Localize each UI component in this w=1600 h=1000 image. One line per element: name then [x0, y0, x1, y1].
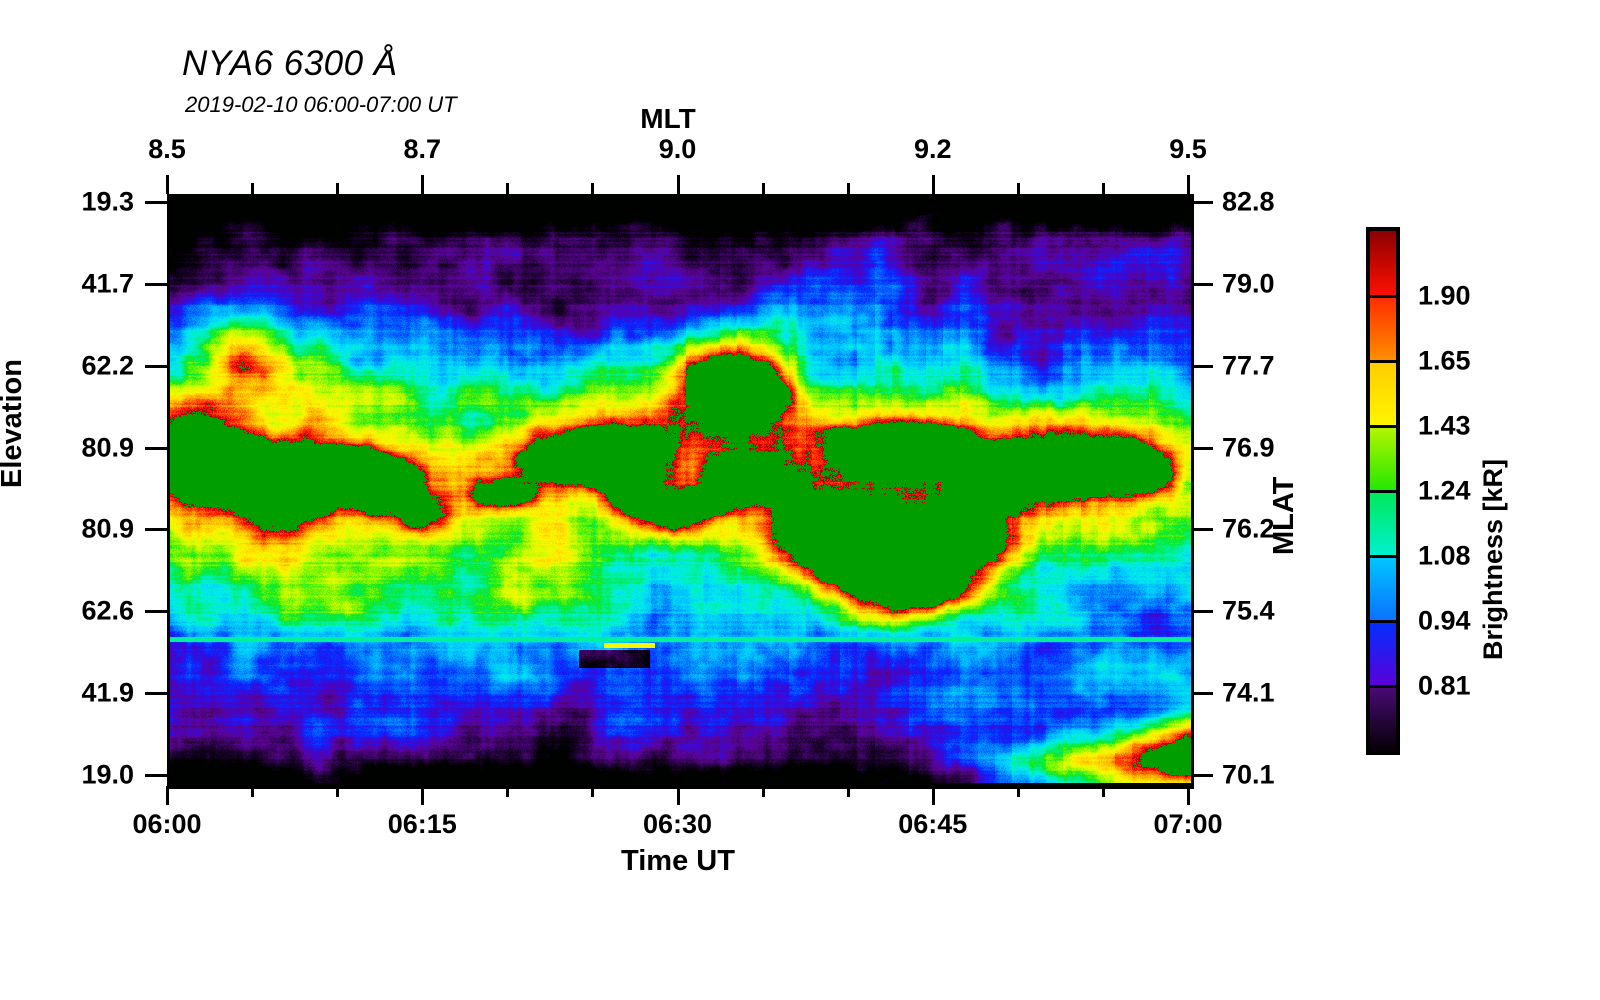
top-minor-tick-0-2 — [336, 183, 340, 194]
top-minor-tick-1-2 — [591, 183, 595, 194]
colorbar-tick-label-6: 0.81 — [1418, 670, 1471, 701]
left-tick-label-4: 80.9 — [81, 513, 134, 544]
top-tick-label-0: 8.5 — [148, 134, 186, 164]
left-tick-label-3: 80.9 — [81, 432, 134, 463]
bottom-minor-tick-3-2 — [1101, 786, 1105, 797]
top-tick-label-1: 8.7 — [403, 134, 442, 164]
top-major-tick-0 — [166, 175, 169, 194]
page-subtitle: 2019-02-10 06:00-07:00 UT — [185, 92, 457, 117]
top-minor-tick-1-1 — [506, 183, 510, 194]
colorbar-band-3 — [1370, 426, 1396, 491]
colorbar-separator-4 — [1370, 490, 1396, 493]
colorbar-band-4 — [1370, 491, 1396, 556]
right-tick-1 — [1191, 282, 1213, 286]
colorbar-separator-1 — [1370, 295, 1396, 298]
left-tick-2 — [145, 364, 167, 368]
bottom-axis-label: Time UT — [621, 845, 735, 877]
left-tick-3 — [145, 446, 167, 450]
colorbar-tick-label-5: 0.94 — [1418, 605, 1471, 636]
left-tick-label-1: 41.7 — [81, 268, 134, 299]
colorbar-separator-6 — [1370, 620, 1396, 623]
colorbar-band-1 — [1370, 296, 1396, 361]
colorbar-separator-2 — [1370, 360, 1396, 363]
left-tick-5 — [145, 610, 167, 614]
bottom-minor-tick-2-2 — [846, 786, 850, 797]
top-tick-label-2: 9.0 — [658, 134, 697, 164]
right-tick-label-7: 70.1 — [1222, 759, 1275, 790]
left-tick-0 — [145, 201, 167, 204]
colorbar-separator-7 — [1370, 685, 1396, 688]
bottom-tick-label-3: 06:45 — [898, 809, 968, 839]
right-tick-4 — [1191, 528, 1213, 532]
right-tick-0 — [1191, 201, 1213, 204]
top-major-tick-3 — [931, 175, 935, 194]
left-tick-label-0: 19.3 — [81, 186, 134, 217]
bottom-minor-tick-1-2 — [591, 786, 595, 797]
bottom-major-tick-1 — [421, 786, 425, 805]
right-tick-6 — [1191, 692, 1213, 696]
left-tick-7 — [145, 774, 167, 777]
right-tick-label-6: 74.1 — [1222, 677, 1275, 708]
colorbar-tick-label-4: 1.08 — [1418, 540, 1471, 571]
colorbar-band-0 — [1370, 231, 1396, 296]
colorbar — [1366, 227, 1400, 755]
bottom-tick-label-1: 06:15 — [387, 809, 457, 839]
left-tick-label-7: 19.0 — [81, 759, 134, 790]
colorbar-tick-label-3: 1.24 — [1418, 475, 1471, 506]
bottom-major-tick-0 — [166, 786, 169, 805]
colorbar-band-5 — [1370, 556, 1396, 621]
colorbar-label: Brightness [kR] — [1478, 458, 1508, 660]
right-tick-7 — [1191, 774, 1213, 777]
colorbar-tick-label-0: 1.90 — [1418, 280, 1471, 311]
top-minor-tick-0-1 — [251, 183, 255, 194]
bottom-minor-tick-2-1 — [761, 786, 765, 797]
top-tick-label-4: 9.5 — [1169, 134, 1207, 164]
top-minor-tick-2-2 — [846, 183, 850, 194]
left-tick-label-6: 41.9 — [81, 677, 134, 708]
colorbar-band-7 — [1370, 686, 1396, 751]
top-major-tick-2 — [676, 175, 680, 194]
top-major-tick-4 — [1187, 175, 1190, 194]
left-tick-1 — [145, 282, 167, 286]
colorbar-band-6 — [1370, 621, 1396, 686]
top-axis-label: MLT — [640, 103, 696, 134]
right-tick-label-4: 76.2 — [1222, 513, 1275, 544]
bottom-minor-tick-3-1 — [1016, 786, 1020, 797]
right-tick-3 — [1191, 446, 1213, 450]
colorbar-separator-3 — [1370, 425, 1396, 428]
bottom-minor-tick-0-1 — [251, 786, 255, 797]
right-tick-label-3: 76.9 — [1222, 432, 1275, 463]
bottom-tick-label-0: 06:00 — [132, 809, 202, 839]
right-tick-label-2: 77.7 — [1222, 350, 1275, 381]
bottom-tick-label-2: 06:30 — [642, 809, 713, 839]
bottom-major-tick-4 — [1187, 786, 1190, 805]
left-tick-6 — [145, 692, 167, 696]
page-title: NYA6 6300 Å — [182, 44, 398, 83]
keogram-plot-area — [167, 194, 1194, 789]
top-major-tick-1 — [421, 175, 425, 194]
left-tick-label-2: 62.2 — [81, 350, 134, 381]
bottom-tick-label-4: 07:00 — [1153, 809, 1223, 839]
top-tick-label-3: 9.2 — [913, 134, 952, 164]
colorbar-separator-5 — [1370, 555, 1396, 558]
left-tick-4 — [145, 528, 167, 532]
bottom-minor-tick-0-2 — [336, 786, 340, 797]
bottom-minor-tick-1-1 — [506, 786, 510, 797]
keogram-image — [170, 197, 1191, 786]
bottom-major-tick-2 — [676, 786, 680, 805]
colorbar-band-2 — [1370, 361, 1396, 426]
top-minor-tick-2-1 — [761, 183, 765, 194]
right-tick-5 — [1191, 610, 1213, 614]
right-tick-label-5: 75.4 — [1222, 595, 1275, 626]
top-minor-tick-3-1 — [1016, 183, 1020, 194]
bottom-major-tick-3 — [931, 786, 935, 805]
right-tick-label-1: 79.0 — [1222, 268, 1275, 299]
colorbar-tick-label-1: 1.65 — [1418, 345, 1471, 376]
right-tick-2 — [1191, 364, 1213, 368]
top-minor-tick-3-2 — [1101, 183, 1105, 194]
left-tick-label-5: 62.6 — [81, 595, 134, 626]
right-tick-label-0: 82.8 — [1222, 186, 1275, 217]
colorbar-tick-label-2: 1.43 — [1418, 410, 1471, 441]
